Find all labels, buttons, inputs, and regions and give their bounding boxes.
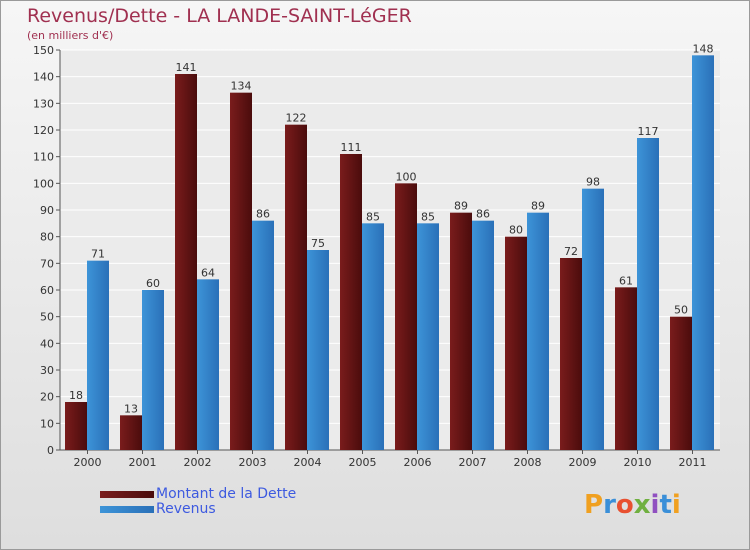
data-label: 98 bbox=[586, 176, 600, 189]
x-tick-label: 2011 bbox=[679, 456, 707, 469]
bar-dette bbox=[395, 183, 417, 451]
y-tick-label: 110 bbox=[33, 151, 54, 164]
y-tick-label: 10 bbox=[40, 417, 54, 430]
y-tick-label: 30 bbox=[40, 364, 54, 377]
data-label: 141 bbox=[176, 61, 197, 74]
data-label: 100 bbox=[396, 170, 417, 183]
y-tick-label: 60 bbox=[40, 284, 54, 297]
data-label: 86 bbox=[476, 208, 490, 221]
bar-revenus bbox=[252, 220, 274, 450]
data-label: 122 bbox=[286, 112, 307, 125]
data-label: 75 bbox=[311, 237, 325, 250]
y-tick-label: 100 bbox=[33, 177, 54, 190]
bar-dette bbox=[175, 74, 197, 450]
data-label: 71 bbox=[91, 248, 105, 261]
bar-revenus bbox=[527, 212, 549, 450]
legend-label-dette: Montant de la Dette bbox=[156, 486, 297, 502]
bar-revenus bbox=[307, 250, 329, 450]
data-label: 148 bbox=[693, 42, 714, 55]
x-tick-label: 2006 bbox=[404, 456, 432, 469]
y-tick-label: 0 bbox=[47, 444, 54, 457]
bar-revenus bbox=[362, 223, 384, 450]
y-tick-label: 50 bbox=[40, 311, 54, 324]
x-tick-label: 2009 bbox=[569, 456, 597, 469]
data-label: 60 bbox=[146, 277, 160, 290]
bar-revenus bbox=[692, 55, 714, 450]
data-label: 61 bbox=[619, 274, 633, 287]
bar-dette bbox=[285, 124, 307, 451]
data-label: 111 bbox=[341, 141, 362, 154]
bar-revenus bbox=[582, 188, 604, 450]
y-tick-label: 150 bbox=[33, 44, 54, 57]
y-tick-label: 70 bbox=[40, 257, 54, 270]
bar-revenus bbox=[87, 260, 109, 450]
data-label: 72 bbox=[564, 245, 578, 258]
data-label: 80 bbox=[509, 224, 523, 237]
x-tick-label: 2002 bbox=[184, 456, 212, 469]
y-tick-label: 130 bbox=[33, 97, 54, 110]
data-label: 50 bbox=[674, 304, 688, 317]
bar-dette bbox=[450, 212, 472, 450]
chart-title: Revenus/Dette - LA LANDE-SAINT-LéGER bbox=[27, 5, 412, 27]
bar-dette bbox=[670, 316, 692, 450]
bar-dette bbox=[230, 92, 252, 451]
x-tick-label: 2004 bbox=[294, 456, 322, 469]
bar-dette bbox=[340, 154, 362, 450]
data-label: 13 bbox=[124, 402, 138, 415]
bar-dette bbox=[615, 287, 637, 450]
bar-revenus bbox=[417, 223, 439, 450]
data-label: 85 bbox=[421, 210, 435, 223]
data-label: 134 bbox=[231, 80, 252, 93]
bar-revenus bbox=[472, 220, 494, 450]
data-label: 86 bbox=[256, 208, 270, 221]
x-tick-label: 2000 bbox=[74, 456, 102, 469]
data-label: 89 bbox=[531, 200, 545, 213]
x-tick-label: 2005 bbox=[349, 456, 377, 469]
y-tick-label: 140 bbox=[33, 71, 54, 84]
proxiti-logo: Proxiti bbox=[584, 490, 681, 520]
chart-subtitle: (en milliers d'€) bbox=[27, 29, 114, 42]
bar-dette bbox=[120, 415, 142, 450]
y-tick-label: 80 bbox=[40, 231, 54, 244]
x-tick-label: 2010 bbox=[624, 456, 652, 469]
x-tick-label: 2008 bbox=[514, 456, 542, 469]
x-tick-label: 2007 bbox=[459, 456, 487, 469]
x-tick-label: 2001 bbox=[129, 456, 157, 469]
bar-dette bbox=[505, 236, 527, 450]
plot-background bbox=[60, 50, 720, 450]
y-tick-label: 40 bbox=[40, 337, 54, 350]
data-label: 18 bbox=[69, 389, 83, 402]
bar-revenus bbox=[197, 279, 219, 450]
bar-dette bbox=[560, 258, 582, 450]
bar-revenus bbox=[637, 138, 659, 450]
legend-swatch-revenus bbox=[100, 506, 154, 513]
data-label: 89 bbox=[454, 200, 468, 213]
legend-swatch-dette bbox=[100, 491, 154, 498]
data-label: 117 bbox=[638, 125, 659, 138]
legend-label-revenus: Revenus bbox=[156, 501, 216, 517]
y-tick-label: 20 bbox=[40, 391, 54, 404]
data-label: 64 bbox=[201, 266, 215, 279]
bar-dette bbox=[65, 402, 87, 450]
bar-revenus bbox=[142, 290, 164, 450]
y-tick-label: 90 bbox=[40, 204, 54, 217]
y-tick-label: 120 bbox=[33, 124, 54, 137]
x-tick-label: 2003 bbox=[239, 456, 267, 469]
data-label: 85 bbox=[366, 210, 380, 223]
